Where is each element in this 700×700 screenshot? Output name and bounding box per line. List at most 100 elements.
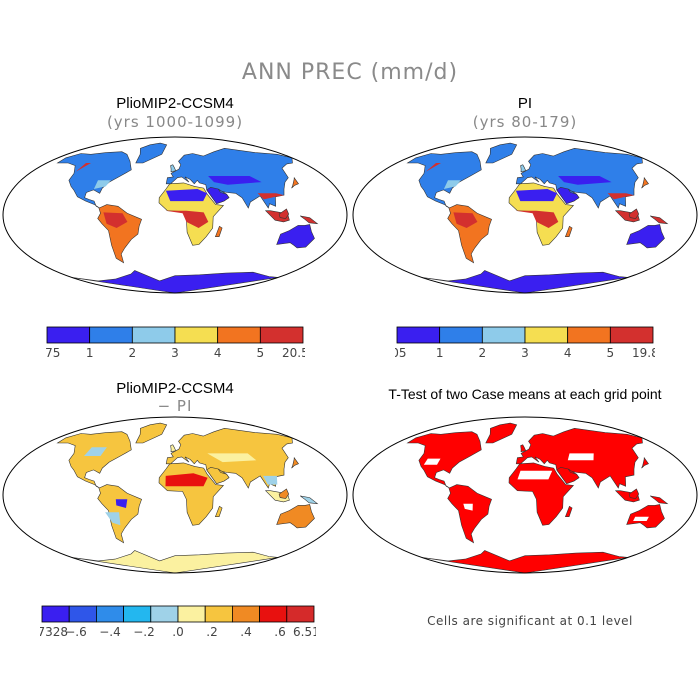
colorbar-graphic: −3.7328−.6 −.4 −.2 .0 .2 .4 .6 6.5142	[40, 605, 316, 639]
colorbar-tick-label: 6.5142	[293, 625, 316, 639]
landmass-uk	[170, 444, 177, 453]
map-outline	[352, 416, 698, 574]
landmass-uk	[520, 164, 527, 173]
colorbar-swatch	[396, 326, 441, 344]
field-patch	[443, 180, 461, 189]
field-patch	[558, 176, 612, 185]
field-patch	[463, 503, 473, 511]
colorbar-swatch	[231, 605, 260, 623]
colorbar-swatch	[46, 326, 91, 344]
landmass-madagascar	[564, 225, 573, 237]
colorbar-tick-label: 4	[564, 346, 572, 360]
landmass-madagascar	[214, 505, 223, 517]
panel-title-pliomip: PlioMIP2-CCSM4	[116, 95, 234, 112]
field-patch	[425, 163, 441, 172]
colorbar-swatch	[68, 605, 97, 623]
landmass-borneo	[628, 488, 640, 499]
map-ttest	[352, 416, 698, 574]
map-diff	[2, 416, 348, 574]
landmass-new-guinea	[300, 495, 319, 505]
colorbar-swatch	[177, 605, 206, 623]
colorbar-tick-label: 4	[214, 346, 222, 360]
colorbar-pi: .05 1 2 3 4 5 19.894	[395, 326, 655, 360]
panel-subtitle-pi: (yrs 80-179)	[472, 113, 578, 131]
landmass-australia	[276, 224, 315, 249]
colorbar-swatch	[41, 605, 70, 623]
map-pi	[352, 136, 698, 294]
colorbar-tick-label: −.2	[133, 625, 155, 639]
field-patch	[208, 176, 262, 185]
field-patch	[633, 516, 649, 521]
field-patch	[423, 458, 441, 465]
significance-note: Cells are significant at 0.1 level	[427, 614, 633, 628]
landmass-borneo	[278, 488, 290, 499]
field-patch	[607, 193, 634, 200]
landmass-australia	[626, 224, 665, 249]
colorbar-tick-label: −.6	[65, 625, 87, 639]
landmass-north-america	[56, 151, 132, 209]
panel-subtitle-diff: − PI	[157, 397, 193, 415]
map-outline	[352, 136, 698, 294]
colorbar-swatch	[259, 326, 304, 344]
figure-title: ANN PREC (mm/d)	[241, 60, 459, 85]
landmass-arabia	[206, 466, 230, 485]
landmass-uk	[170, 164, 177, 173]
field-patch	[165, 210, 209, 228]
panel-title-ttest: T-Test of two Case means at each grid po…	[388, 386, 662, 402]
colorbar-tick-label: 2	[129, 346, 137, 360]
colorbar-swatch	[286, 605, 315, 623]
colorbar-pliomip: .075 1 2 3 4 5 20.513	[45, 326, 305, 360]
colorbar-tick-label: 2	[479, 346, 487, 360]
field-patch	[103, 212, 128, 228]
landmass-antarctica	[421, 550, 629, 573]
colorbar-tick-label: .4	[240, 625, 251, 639]
colorbar-tick-label: −3.7328	[40, 625, 68, 639]
landmass-japan	[291, 456, 299, 469]
colorbar-swatch	[609, 326, 654, 344]
colorbar-swatch	[131, 326, 176, 344]
colorbar-tick-label: .075	[45, 346, 60, 360]
field-patch	[105, 512, 121, 526]
field-patch	[263, 475, 278, 485]
landmass-north-america	[56, 431, 132, 489]
colorbar-diff: −3.7328−.6 −.4 −.2 .0 .2 .4 .6 6.5142	[40, 605, 316, 639]
field-patch	[567, 453, 594, 461]
landmass-north-america	[406, 431, 482, 489]
colorbar-tick-label: 5	[607, 346, 615, 360]
landmass-japan	[641, 176, 649, 189]
field-patch	[515, 189, 558, 202]
colorbar-swatch	[150, 605, 179, 623]
field-patch	[515, 210, 559, 228]
colorbar-swatch	[524, 326, 569, 344]
landmass-madagascar	[564, 505, 573, 517]
landmass-antarctica	[71, 550, 279, 573]
panel-title-pi: PI	[517, 95, 533, 112]
landmass-greenland	[485, 422, 518, 444]
colorbar-tick-label: 5	[257, 346, 265, 360]
landmass-north-america	[406, 151, 482, 209]
map-pliomip	[2, 136, 348, 294]
colorbar-tick-label: .6	[274, 625, 285, 639]
landmass-south-america	[447, 484, 492, 544]
landmass-arabia	[556, 186, 580, 205]
landmass-new-guinea	[650, 495, 669, 505]
colorbar-swatch	[481, 326, 526, 344]
landmass-arabia	[206, 186, 230, 205]
colorbar-tick-label: 3	[171, 346, 179, 360]
colorbar-tick-label: 1	[86, 346, 94, 360]
colorbar-swatch	[567, 326, 611, 344]
landmass-new-guinea	[650, 215, 669, 225]
landmass-antarctica	[71, 270, 279, 293]
landmass-japan	[291, 176, 299, 189]
landmass-uk	[520, 444, 527, 453]
colorbar-swatch	[123, 605, 152, 623]
colorbar-swatch	[204, 605, 233, 623]
field-patch	[84, 447, 107, 456]
panel-subtitle-pliomip: (yrs 1000-1099)	[106, 113, 244, 131]
map-outline	[2, 136, 348, 294]
landmass-borneo	[628, 208, 640, 219]
field-patch	[115, 499, 128, 508]
map-outline	[2, 416, 348, 574]
colorbar-swatch	[96, 605, 125, 623]
colorbar-tick-label: 19.894	[632, 346, 655, 360]
